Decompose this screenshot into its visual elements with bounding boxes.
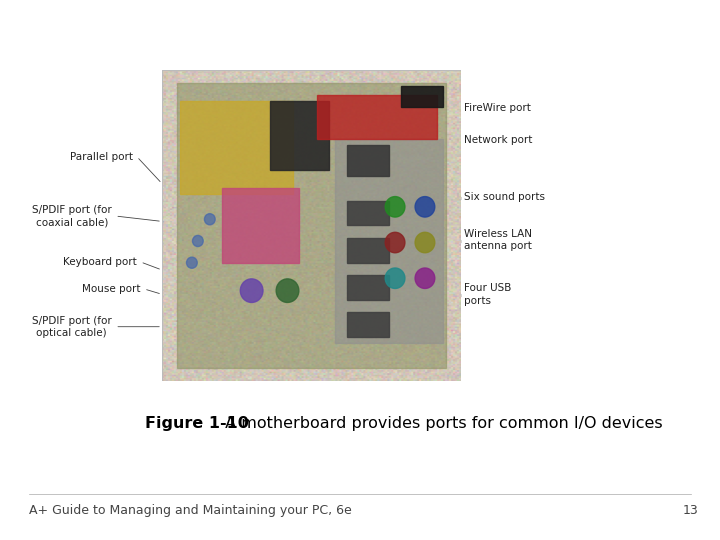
- Bar: [347, 275, 389, 300]
- Text: S/PDIF port (for
optical cable): S/PDIF port (for optical cable): [32, 315, 112, 338]
- Text: A motherboard provides ports for common I/O devices: A motherboard provides ports for common …: [220, 416, 662, 431]
- Circle shape: [385, 197, 405, 217]
- Text: 13: 13: [683, 504, 698, 517]
- Text: Wireless LAN
antenna port: Wireless LAN antenna port: [464, 229, 532, 252]
- Circle shape: [415, 197, 435, 217]
- Text: A+ Guide to Managing and Maintaining your PC, 6e: A+ Guide to Managing and Maintaining you…: [29, 504, 351, 517]
- Bar: [401, 86, 443, 107]
- Bar: [347, 238, 389, 263]
- Text: FireWire port: FireWire port: [464, 103, 531, 113]
- Circle shape: [415, 232, 435, 253]
- Text: Six sound ports: Six sound ports: [464, 192, 546, 202]
- Text: Mouse port: Mouse port: [82, 284, 140, 294]
- Text: Network port: Network port: [464, 136, 533, 145]
- Bar: [336, 138, 443, 343]
- Bar: [347, 201, 389, 226]
- Text: S/PDIF port (for
coaxial cable): S/PDIF port (for coaxial cable): [32, 205, 112, 227]
- Circle shape: [192, 235, 203, 247]
- Bar: [269, 102, 329, 170]
- Text: Parallel port: Parallel port: [70, 152, 133, 161]
- Bar: [180, 102, 294, 194]
- Text: Keyboard port: Keyboard port: [63, 257, 137, 267]
- Circle shape: [204, 214, 215, 225]
- Text: Figure 1-10: Figure 1-10: [145, 416, 248, 431]
- Bar: [318, 95, 437, 138]
- Circle shape: [276, 279, 299, 302]
- Circle shape: [385, 232, 405, 253]
- Bar: [222, 188, 300, 263]
- Circle shape: [186, 257, 197, 268]
- Text: Four USB
ports: Four USB ports: [464, 283, 512, 306]
- Bar: [347, 145, 389, 176]
- Bar: [347, 312, 389, 337]
- Circle shape: [240, 279, 263, 302]
- Text: Figure 1-10 A motherboard provides ports for common I/O devices: Figure 1-10 A motherboard provides ports…: [94, 416, 626, 431]
- Circle shape: [385, 268, 405, 288]
- Circle shape: [415, 268, 435, 288]
